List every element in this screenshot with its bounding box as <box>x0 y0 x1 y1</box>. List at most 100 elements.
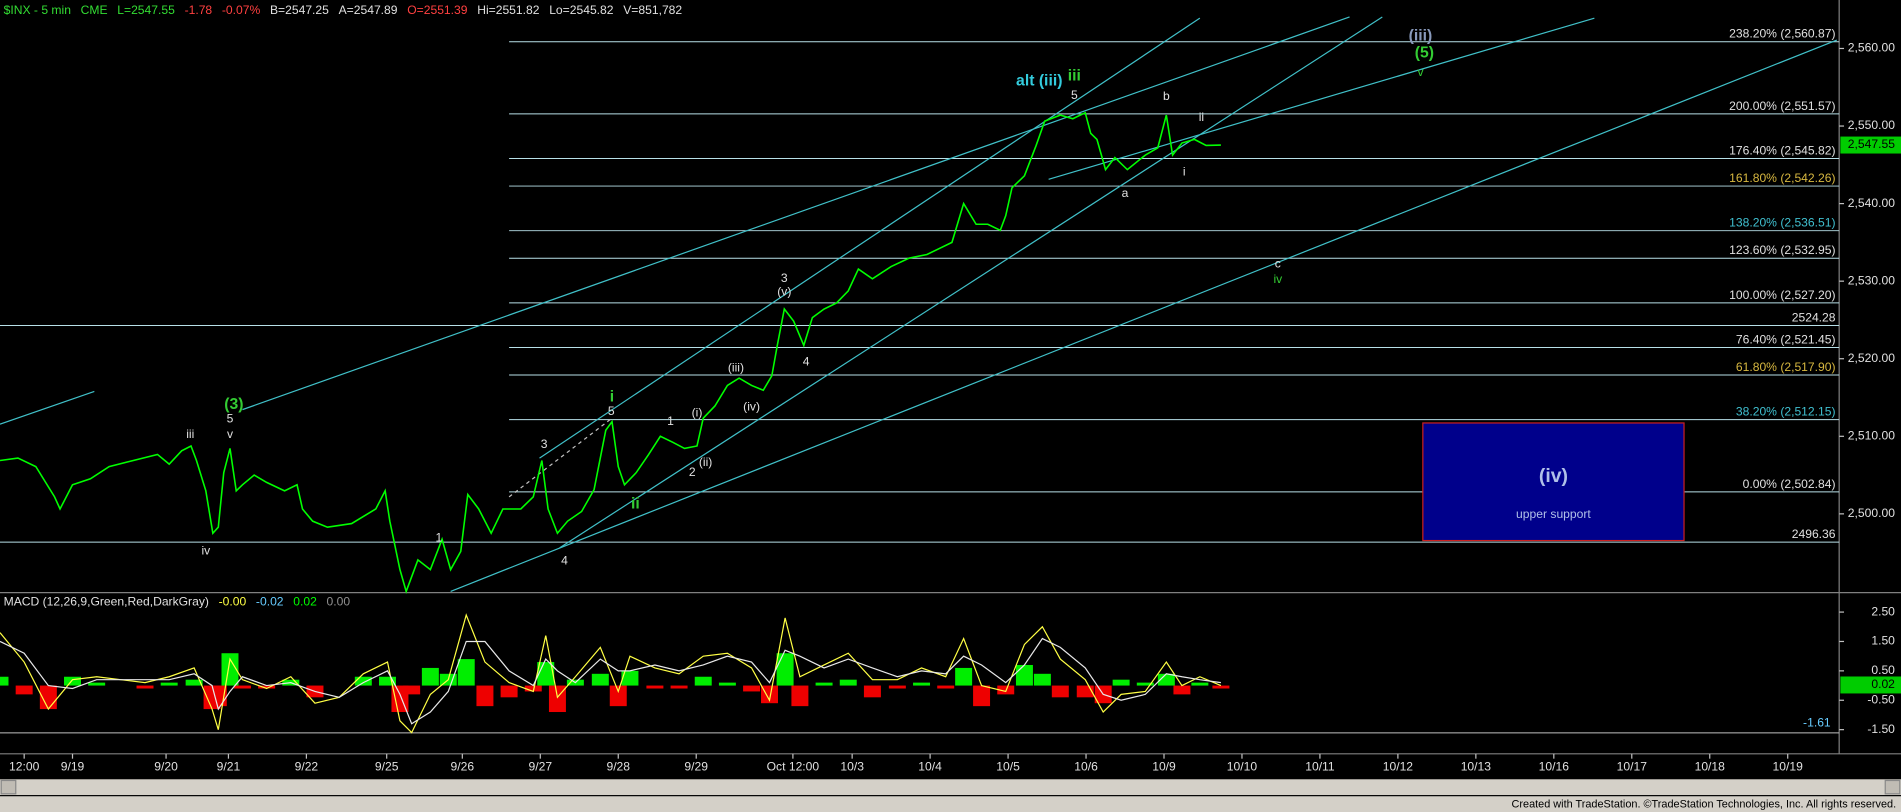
x-tick-label: 9/28 <box>606 759 630 773</box>
x-tick-label: 10/16 <box>1539 759 1570 773</box>
histogram-bar <box>457 659 475 686</box>
histogram-bar <box>718 682 736 686</box>
histogram-bar <box>1191 682 1209 686</box>
histogram-bar <box>258 685 276 689</box>
histogram-bar <box>776 653 794 686</box>
y-tick-label: 0.50 <box>1871 663 1895 677</box>
histogram-bar <box>1112 679 1130 686</box>
level-label: 2496.36 <box>1792 527 1836 541</box>
x-tick-label: 10/17 <box>1617 759 1648 773</box>
histogram-bar <box>421 667 439 686</box>
histogram-bar <box>1136 682 1154 686</box>
histogram-bar <box>15 685 33 695</box>
histogram-bar <box>0 676 9 686</box>
histogram-bar <box>913 682 931 686</box>
chart-title: $INX - 5 min <box>4 3 71 17</box>
header-item: CME <box>81 3 108 17</box>
y-tick-label: 2,530.00 <box>1848 273 1895 287</box>
x-tick-label: 9/26 <box>451 759 475 773</box>
legend-value: -0.02 <box>256 595 284 609</box>
x-tick-label: 10/3 <box>840 759 864 773</box>
histogram-bar <box>64 676 81 686</box>
histogram-bar <box>955 667 973 686</box>
last-value-label: 0.02 <box>1871 677 1895 691</box>
wave-label: 3 <box>781 271 788 285</box>
x-tick-label: 9/29 <box>684 759 708 773</box>
y-tick-label: 2.50 <box>1871 604 1895 618</box>
trendline <box>242 16 1350 411</box>
trendline <box>1048 17 1595 180</box>
x-tick-label: 10/12 <box>1383 759 1414 773</box>
wave-label: alt (iii) <box>1016 72 1062 89</box>
y-tick-label: -1.50 <box>1867 722 1895 736</box>
trendline <box>0 390 95 425</box>
box-subtitle: upper support <box>1516 507 1591 521</box>
histogram-bar <box>761 685 778 704</box>
histogram-bar <box>233 685 251 689</box>
histogram-bar <box>1051 685 1069 698</box>
wave-label: iii <box>186 427 194 441</box>
histogram-bar <box>646 685 664 689</box>
header-item: B=2547.25 <box>270 3 329 17</box>
histogram-bar <box>839 679 857 686</box>
header-item: O=2551.39 <box>407 3 468 17</box>
scrollbar[interactable] <box>0 779 1901 796</box>
histogram-bar <box>888 685 906 689</box>
histogram-bar <box>591 673 609 686</box>
y-tick-label: 2,500.00 <box>1848 506 1895 520</box>
wave-label: ii <box>631 495 640 512</box>
level-label: 200.00% (2,551.57) <box>1729 99 1835 113</box>
scroll-left[interactable] <box>0 779 17 795</box>
x-tick-label: 9/20 <box>154 759 178 773</box>
price-line <box>0 111 1221 594</box>
x-tick-label: 10/18 <box>1695 759 1726 773</box>
histogram-bar <box>1015 664 1033 686</box>
histogram-bar <box>815 682 833 686</box>
wave-label: 4 <box>803 355 810 369</box>
header-item: -1.78 <box>185 3 213 17</box>
legend-value: 0.02 <box>293 595 317 609</box>
wave-label: c <box>1275 256 1281 270</box>
histogram-bar <box>1212 685 1230 689</box>
header-item: -0.07% <box>222 3 261 17</box>
wave-label: (v) <box>777 284 791 298</box>
x-tick-label: 12:00 <box>9 759 40 773</box>
y-tick-label: 2,520.00 <box>1848 351 1895 365</box>
wave-label: (5) <box>1415 44 1434 61</box>
x-tick-label: 9/22 <box>295 759 319 773</box>
histogram-bar <box>160 682 178 686</box>
histogram-bar <box>354 676 372 686</box>
histogram-bar <box>1157 673 1175 686</box>
histogram-bar <box>524 685 542 692</box>
y-tick-label: 2,540.00 <box>1848 196 1895 210</box>
level-label: 0.00% (2,502.84) <box>1743 477 1836 491</box>
histogram-bar <box>378 676 396 686</box>
histogram-bar <box>621 670 639 686</box>
wave-label: 3 <box>541 437 548 451</box>
wave-label: (ii) <box>699 455 712 469</box>
wave-label: v <box>1417 65 1424 79</box>
legend-value: 0.00 <box>327 595 351 609</box>
last-value-box <box>1840 676 1901 694</box>
header-item: Hi=2551.82 <box>477 3 540 17</box>
x-tick-label: 9/21 <box>217 759 241 773</box>
level-label: 2524.28 <box>1792 310 1836 324</box>
last-price-label: 2,547.55 <box>1848 137 1895 151</box>
header-item: Lo=2545.82 <box>549 3 614 17</box>
wave-label: 5 <box>1071 88 1078 102</box>
legend-value: -0.00 <box>219 595 247 609</box>
histogram-bar <box>136 685 154 689</box>
histogram-bar <box>609 685 627 707</box>
macd-line <box>0 637 1222 725</box>
scroll-right[interactable] <box>1884 779 1901 795</box>
histogram-bar <box>1173 685 1191 695</box>
x-tick-label: 9/19 <box>61 759 85 773</box>
last-price-box <box>1840 136 1901 154</box>
wave-label: (iii) <box>1409 28 1433 45</box>
wave-label: ii <box>1199 110 1204 124</box>
level-label: 138.20% (2,536.51) <box>1729 216 1835 230</box>
macd-title: MACD (12,26,9,Green,Red,DarkGray) <box>4 595 209 609</box>
level-label: 123.60% (2,532.95) <box>1729 243 1835 257</box>
